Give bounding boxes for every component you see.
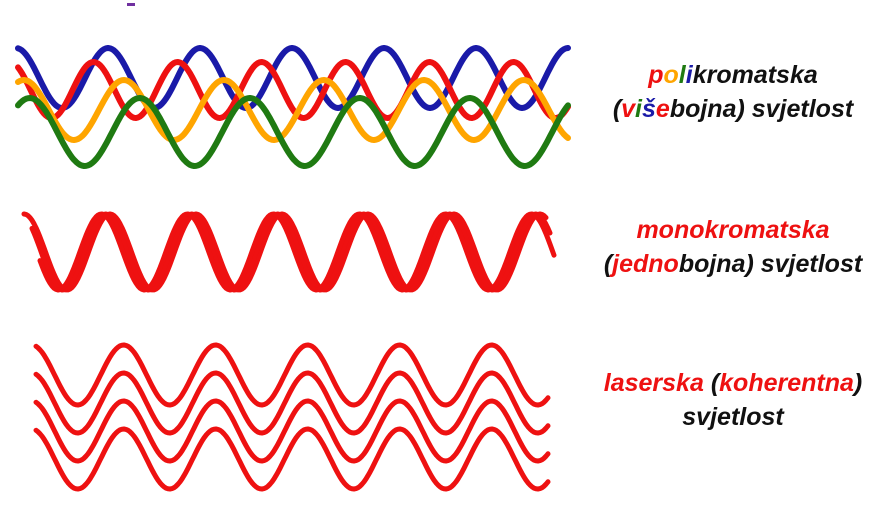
red-wave [33,426,551,492]
caption-run: o [663,61,679,89]
laser-caption-line2: svjetlost [588,400,878,434]
caption-run: bojna) svjetlost [669,95,854,123]
polychromatic-caption-line2: (višebojna) svjetlost [588,92,878,126]
red-wave [29,211,553,293]
red-wave [37,211,557,293]
laser-waves [33,342,551,492]
red-wave [33,370,551,436]
red-wave [33,398,551,464]
polychromatic-caption-line1: polikromatska [588,58,878,92]
caption-run: monokromatska [636,216,830,244]
caption-run: p [648,61,664,89]
laser-caption-line1: laserska (koherentna) [588,366,878,400]
caption-run: ) [853,369,863,397]
green-wave [15,95,571,169]
caption-run: ( [710,369,720,397]
caption-run: v [621,95,636,123]
caption-run: l [678,61,686,89]
blue-wave [15,45,571,111]
caption-run: i [685,61,693,89]
monochromatic-waves [21,211,557,293]
caption-run: e [655,95,670,123]
caption-run: svjetlost [682,403,784,431]
red-wave [33,342,551,408]
top-mark [127,3,135,6]
caption-run: š [642,95,656,123]
monochromatic-caption: monokromatska (jednobojna) svjetlost [588,213,878,281]
caption-run: ( [612,95,622,123]
caption-run: koherentna [719,369,854,397]
caption-run: ( [603,250,613,278]
orange-wave [15,77,571,143]
monochromatic-caption-line1: monokromatska [588,213,878,247]
red-wave [15,59,571,121]
polychromatic-caption: polikromatska (višebojna) svjetlost [588,58,878,126]
caption-run: kromatska [692,61,818,89]
polychromatic-waves [15,45,571,169]
monochromatic-caption-line2: (jednobojna) svjetlost [588,247,878,281]
caption-run: laserska [603,369,711,397]
caption-run: bojna) svjetlost [678,250,863,278]
caption-run: i [635,95,642,123]
caption-run: jedno [612,250,679,278]
laser-caption: laserska (koherentna) svjetlost [588,366,878,434]
